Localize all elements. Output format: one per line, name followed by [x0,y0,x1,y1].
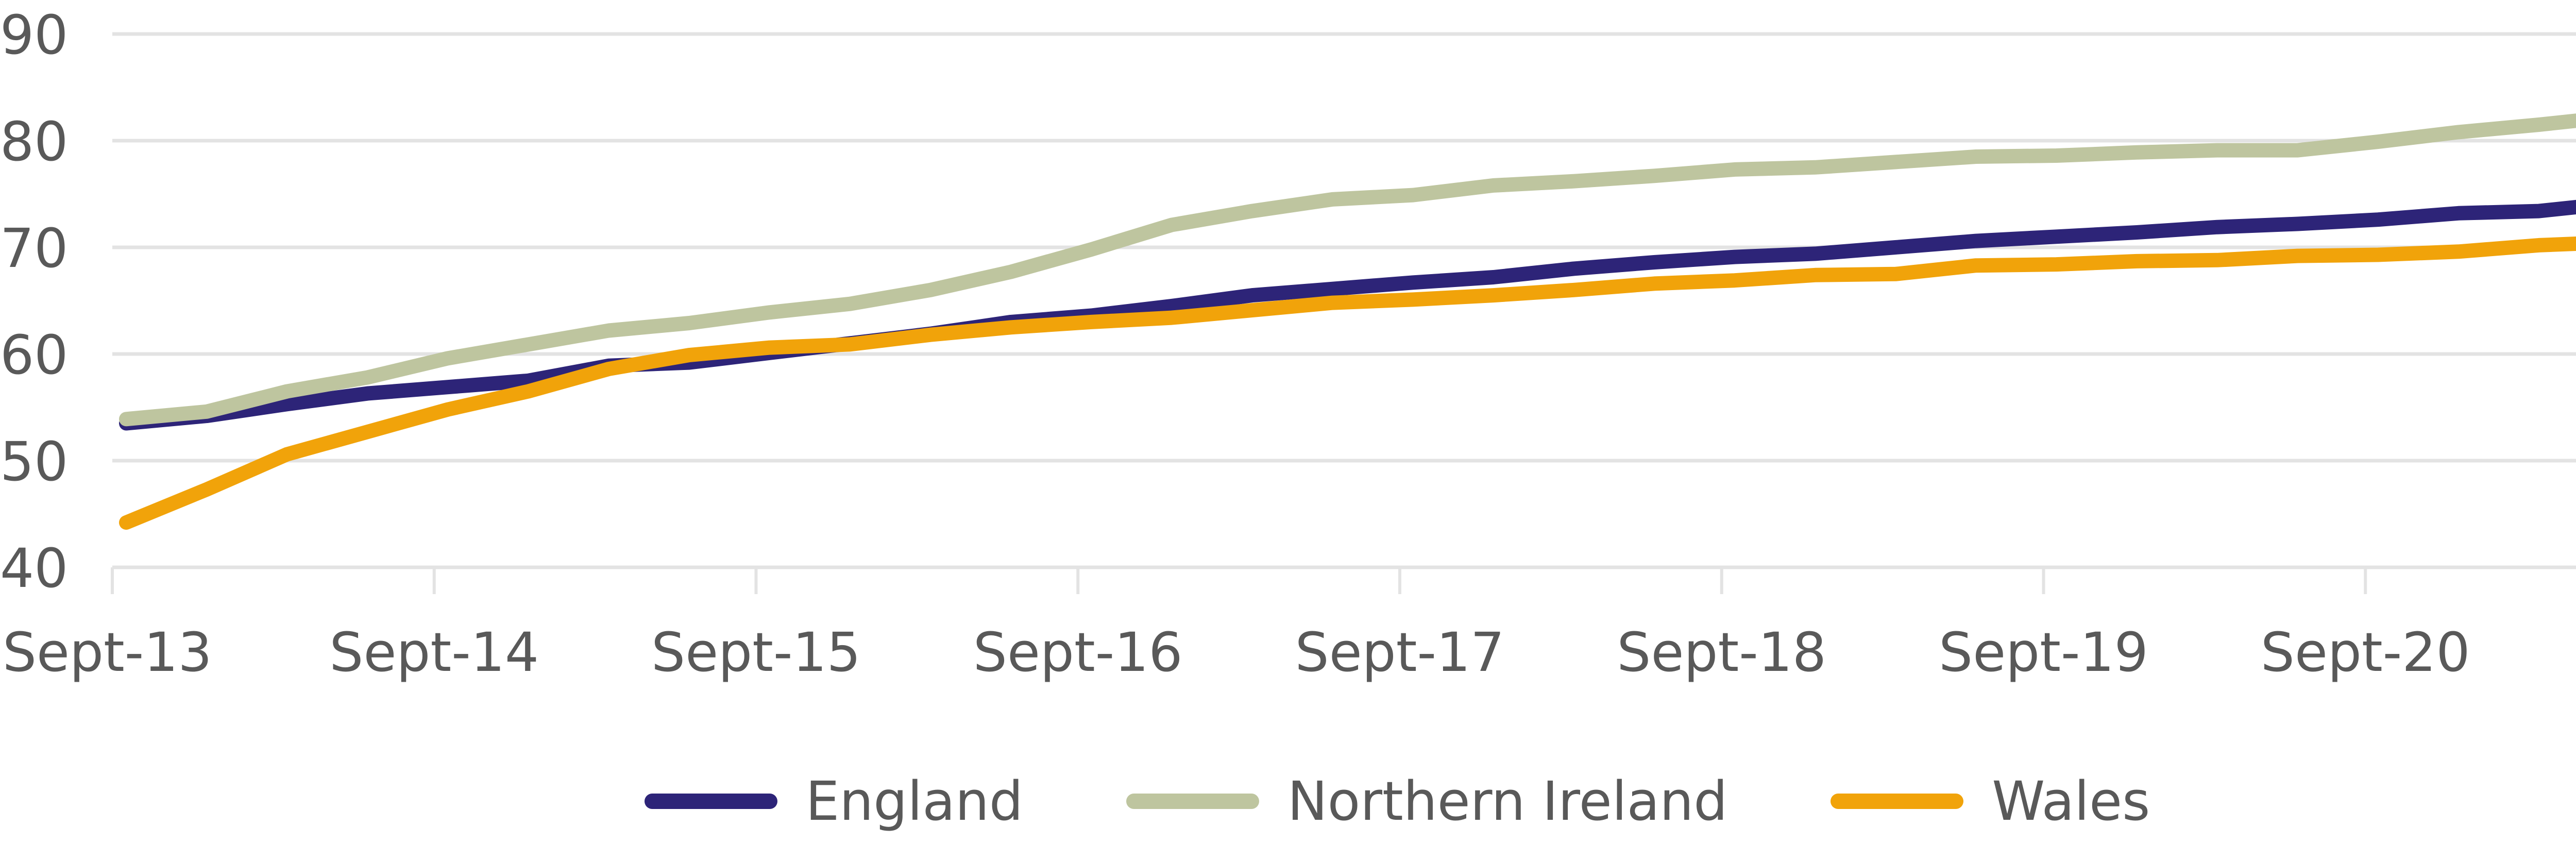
legend-label-england: England [805,770,1023,833]
legend: England Northern Ireland Wales [0,768,2576,835]
legend-item-england[interactable]: England [644,770,1023,833]
x-tick-label: Sept-14 [329,621,539,684]
x-tick-label: Sept-20 [2261,621,2470,684]
x-tick-label: Sept-16 [973,621,1183,684]
legend-label-northern-ireland: Northern Ireland [1287,770,1728,833]
legend-item-northern-ireland[interactable]: Northern Ireland [1126,774,1727,828]
series-line-england[interactable] [119,198,2576,431]
series-line-wales[interactable] [119,236,2576,530]
legend-swatch-northern-ireland [1126,794,1259,809]
x-tick-label: Sept-17 [1295,621,1505,684]
series-lines [119,107,2576,530]
x-axis [111,567,2367,594]
x-axis-labels: Sept-13 Sept-14 Sept-15 Sept-16 Sept-17 Sept-… [3,621,2470,684]
x-tick-label: Sept-18 [1617,621,1826,684]
series-line-northern-ireland[interactable] [119,107,2576,427]
y-tick-label: 90 [0,4,68,66]
y-tick-label: 50 [0,430,68,493]
x-tick-label: Sept-15 [651,621,861,684]
y-tick-label: 60 [0,324,68,386]
x-tick-label: Sept-19 [1939,621,2148,684]
y-tick-label: 70 [0,217,68,280]
x-tick-label: Sept-13 [3,621,212,684]
legend-swatch-england [644,794,777,809]
y-tick-label: 40 [0,537,68,600]
y-axis-labels: 40 50 60 70 80 90 [0,4,68,600]
legend-item-wales[interactable]: Wales [1831,774,2150,828]
gridlines [112,32,2576,569]
legend-label-wales: Wales [1992,770,2150,833]
legend-swatch-wales [1831,794,1964,809]
y-tick-label: 80 [0,110,68,173]
